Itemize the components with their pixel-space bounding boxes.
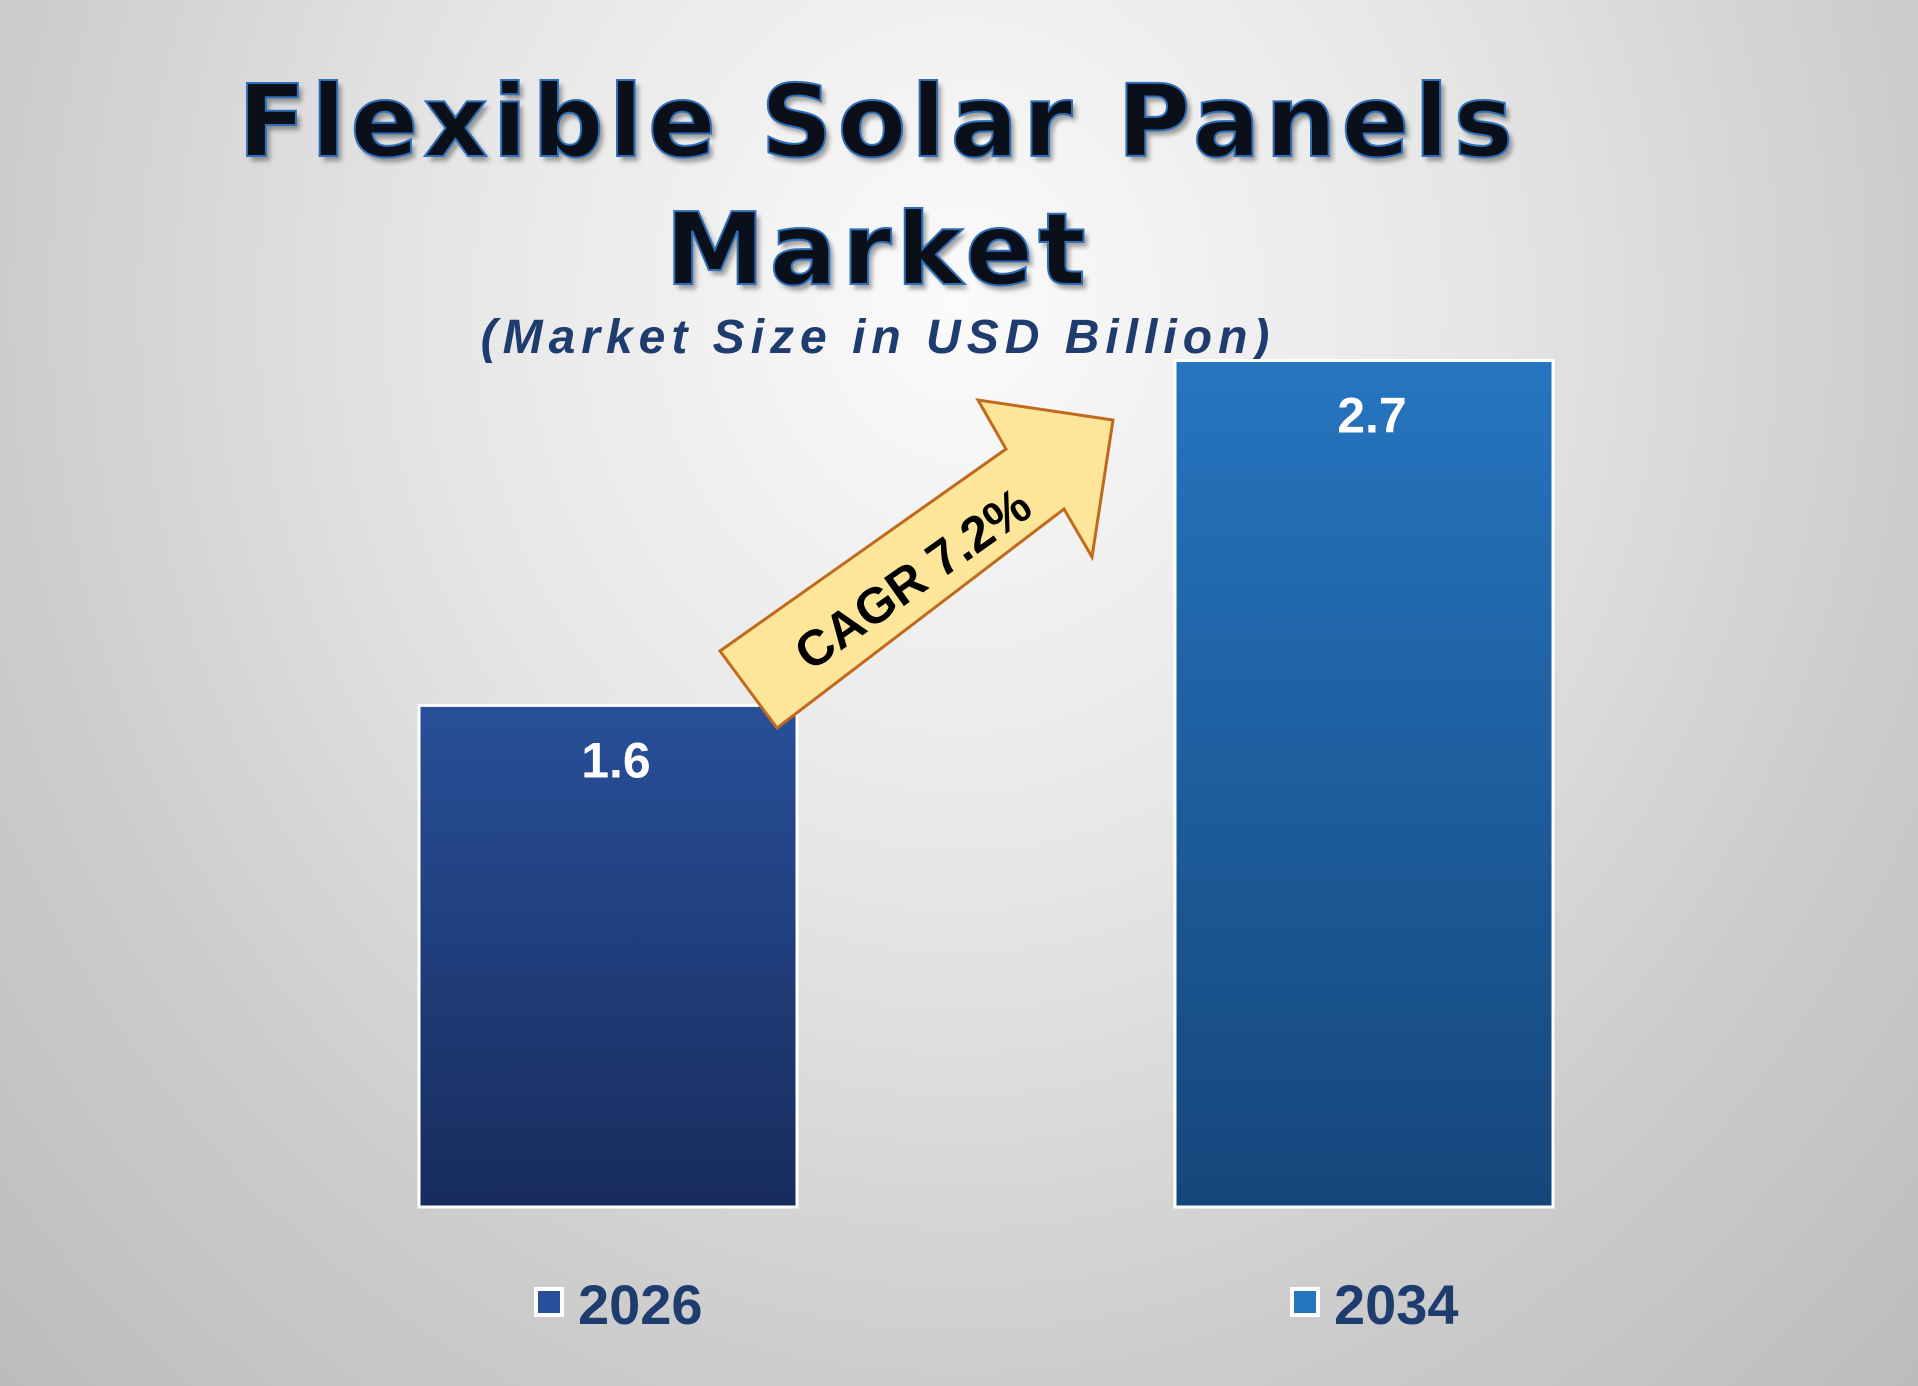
cagr-arrow-shape: [717, 398, 1115, 731]
legend-swatch-2034: [1290, 1287, 1320, 1317]
category-label-2026: 2026: [578, 1273, 703, 1336]
legend-swatch-2026: [534, 1287, 564, 1317]
data-label-2034: 2.7: [1337, 388, 1407, 444]
category-label-2034: 2034: [1334, 1273, 1459, 1336]
cagr-arrow: CAGR 7.2%: [717, 398, 1115, 731]
data-label-2026: 1.6: [581, 732, 651, 788]
chart-title-line1: Flexible Solar Panels: [237, 63, 1519, 180]
chart-title-line2: Market: [664, 191, 1091, 308]
bar-2034: [1173, 359, 1555, 1209]
bar-2026: [417, 703, 799, 1209]
chart-subtitle: (Market Size in USD Billion): [480, 311, 1276, 364]
